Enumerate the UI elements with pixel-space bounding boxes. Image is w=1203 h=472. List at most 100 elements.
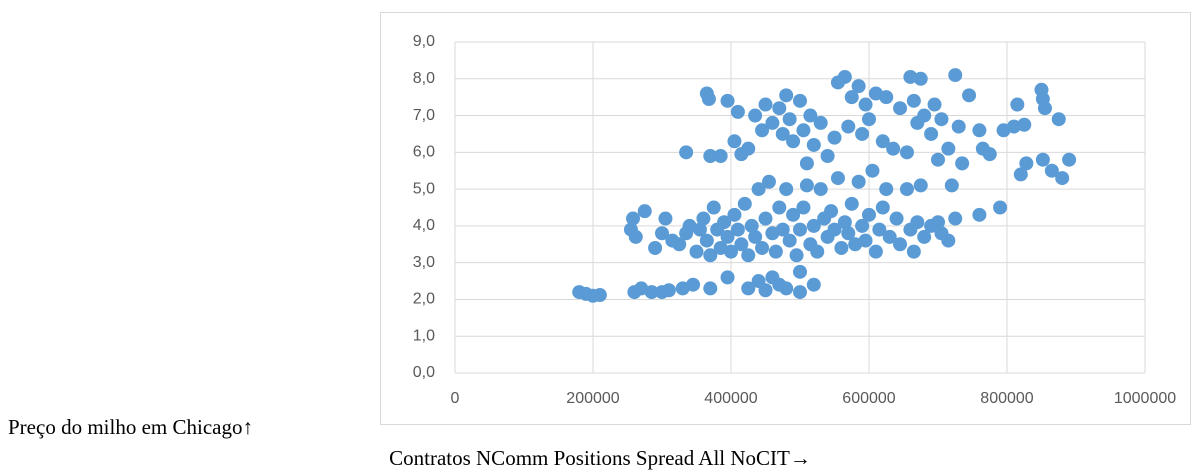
point — [868, 244, 883, 259]
point — [658, 211, 673, 226]
point — [875, 134, 890, 149]
point — [862, 112, 876, 127]
point — [720, 229, 735, 244]
point — [906, 93, 921, 108]
point — [730, 222, 745, 237]
x-tick-label: 1000000 — [1114, 390, 1176, 407]
point — [692, 222, 707, 237]
chart-frame — [380, 12, 1191, 425]
point — [1062, 152, 1077, 167]
point — [858, 233, 873, 248]
point — [782, 233, 797, 248]
y-tick-label: 6,0 — [413, 144, 435, 161]
point — [751, 182, 766, 197]
point — [775, 222, 790, 237]
point — [748, 229, 763, 244]
point — [865, 163, 880, 178]
point — [810, 244, 825, 259]
point — [1013, 167, 1028, 182]
point — [931, 152, 945, 167]
point — [686, 277, 701, 292]
point — [793, 222, 807, 237]
point — [1017, 117, 1032, 132]
point — [713, 149, 728, 164]
point — [758, 283, 773, 298]
x-axis-label: Contratos NComm Positions Spread All NoC… — [389, 446, 811, 470]
x-tick-label: 800000 — [980, 390, 1033, 407]
x-tick-label: 200000 — [566, 390, 619, 407]
point — [789, 248, 804, 263]
point — [741, 281, 756, 296]
point — [944, 178, 959, 193]
point — [844, 90, 859, 105]
point — [758, 211, 773, 226]
point — [779, 88, 794, 103]
point — [648, 240, 663, 255]
point — [628, 229, 643, 244]
point — [672, 237, 687, 252]
point — [955, 156, 970, 171]
point — [899, 182, 914, 197]
point — [1035, 152, 1050, 167]
point — [820, 149, 835, 164]
point — [779, 281, 794, 296]
point — [906, 244, 921, 259]
point — [927, 97, 942, 112]
point — [706, 200, 721, 215]
point — [837, 69, 852, 84]
point — [972, 123, 987, 138]
point — [889, 211, 904, 226]
point — [701, 92, 716, 107]
point — [741, 141, 756, 156]
point — [717, 215, 732, 230]
y-tick-label: 5,0 — [413, 180, 435, 197]
point — [862, 207, 876, 222]
point — [724, 244, 738, 259]
point — [696, 211, 711, 226]
point — [910, 215, 925, 230]
point — [765, 115, 780, 130]
point — [931, 215, 945, 230]
point — [637, 204, 652, 219]
y-tick-label: 0,0 — [413, 364, 435, 381]
point — [768, 244, 783, 259]
point — [727, 207, 742, 222]
point — [720, 93, 735, 108]
point — [793, 264, 807, 279]
y-tick-label: 3,0 — [413, 254, 435, 271]
point — [626, 211, 641, 226]
point — [941, 233, 956, 248]
point — [734, 237, 749, 252]
point — [1051, 112, 1066, 127]
point — [806, 277, 821, 292]
point — [592, 288, 607, 303]
point — [855, 218, 870, 233]
point — [903, 69, 918, 84]
point — [796, 200, 811, 215]
x-tick-label: 0 — [451, 390, 460, 407]
point — [841, 119, 856, 134]
point — [851, 79, 866, 94]
point — [837, 215, 852, 230]
point — [813, 115, 828, 130]
point — [917, 108, 932, 123]
point — [899, 145, 914, 160]
point — [1055, 171, 1070, 186]
point — [803, 108, 818, 123]
point — [827, 130, 842, 145]
point — [661, 283, 676, 298]
point — [720, 270, 735, 285]
point — [1044, 163, 1059, 178]
point — [934, 112, 949, 127]
point — [844, 196, 859, 211]
point — [796, 123, 811, 138]
y-tick-label: 1,0 — [413, 327, 435, 344]
point — [799, 156, 814, 171]
point — [703, 248, 718, 263]
point — [644, 285, 659, 300]
point — [886, 141, 901, 156]
y-tick-label: 9,0 — [413, 33, 435, 50]
point — [755, 123, 770, 138]
